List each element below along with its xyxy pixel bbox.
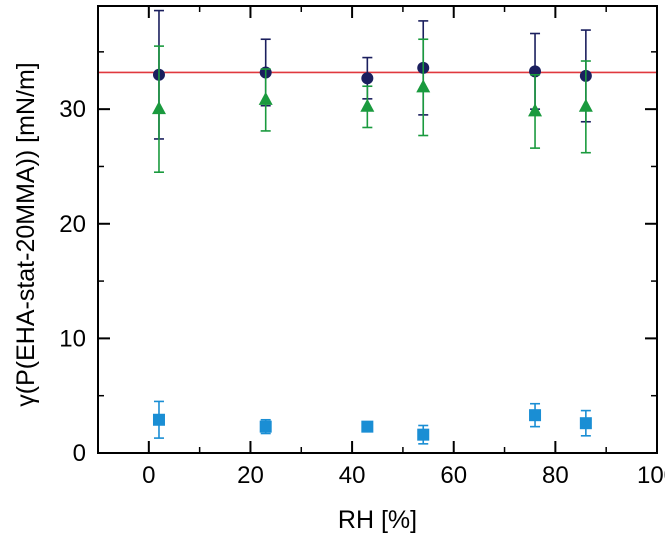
data-point-triangle (360, 98, 375, 112)
y-axis-label: γ(P(EHA-stat-20MMA)) [mN/m] (12, 62, 40, 406)
data-point-triangle (258, 91, 273, 105)
series-triangle (151, 38, 593, 173)
x-tick-label: 100 (637, 462, 665, 489)
data-point-square (259, 420, 272, 433)
data-point-triangle (151, 101, 166, 115)
data-point-square (529, 409, 542, 422)
plot-frame (97, 5, 658, 454)
x-tick-label: 60 (440, 462, 467, 489)
x-axis-label: RH [%] (338, 506, 417, 534)
x-tick-label: 80 (542, 462, 569, 489)
data-point-triangle (528, 103, 543, 117)
data-point-square (417, 428, 430, 441)
data-point-square (579, 417, 592, 430)
data-point-square (361, 420, 374, 433)
y-tick-label: 20 (59, 211, 86, 238)
series-circle (152, 9, 592, 140)
y-tick-label: 30 (59, 96, 86, 123)
x-tick-label: 0 (142, 462, 155, 489)
data-point-triangle (416, 79, 431, 93)
x-tick-label: 40 (339, 462, 366, 489)
x-tick-label: 20 (237, 462, 264, 489)
plot-area (98, 9, 657, 445)
axis-ticks: 0 20 40 60 80 100 0 10 20 30 (59, 6, 665, 489)
y-tick-label: 10 (59, 325, 86, 352)
data-point-square (152, 413, 165, 426)
data-point-triangle (578, 98, 593, 112)
series-square (152, 400, 592, 445)
y-tick-label: 0 (73, 440, 86, 467)
data-point-circle (361, 72, 374, 85)
